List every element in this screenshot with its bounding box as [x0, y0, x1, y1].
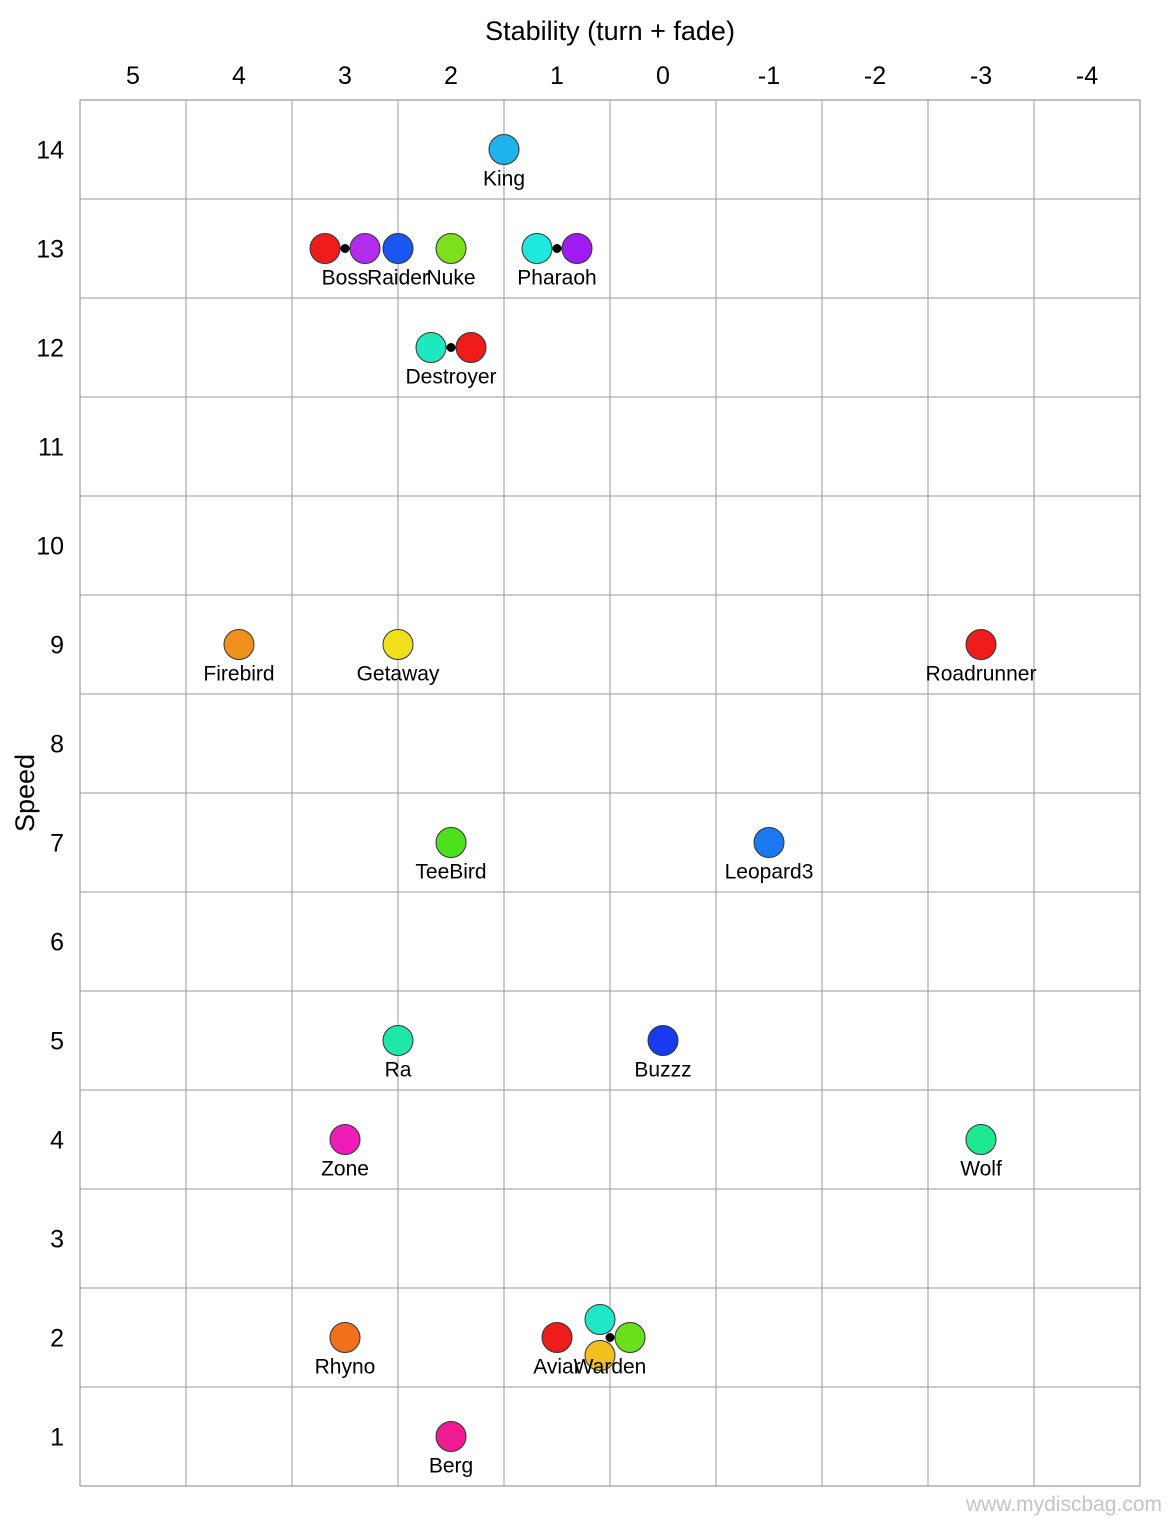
x-tick-label: -1: [758, 62, 780, 90]
point-buzzz: Buzzz: [634, 1025, 692, 1082]
point-marker: [329, 1322, 361, 1353]
point-label: Roadrunner: [926, 663, 1037, 686]
point-marker: [584, 1304, 616, 1335]
point-marker: [584, 1340, 616, 1371]
point-label: Zone: [321, 1158, 369, 1181]
point-marker: [647, 1025, 679, 1056]
x-tick-label: 4: [232, 62, 246, 90]
x-tick-label: -2: [864, 62, 886, 90]
point-firebird: Firebird: [203, 629, 275, 686]
point-marker: [435, 233, 467, 264]
point-ra: Ra: [382, 1025, 414, 1082]
point-marker: [455, 332, 487, 363]
plot-frame: [79, 99, 1141, 1487]
grid: [79, 99, 1141, 1487]
point-marker: [435, 1421, 467, 1452]
x-tick-label: -3: [970, 62, 992, 90]
point-marker: [521, 233, 553, 264]
point-marker: [435, 827, 467, 858]
point-label: Firebird: [203, 663, 274, 686]
point-connector: [340, 244, 350, 253]
point-label: Getaway: [357, 663, 440, 686]
point-destroyer: Destroyer: [405, 332, 497, 389]
point-boss: Boss: [309, 233, 381, 290]
point-marker: [382, 629, 414, 660]
point-label: Ra: [385, 1059, 412, 1082]
x-tick-label: 0: [656, 62, 670, 90]
point-label: Warden: [574, 1356, 647, 1379]
point-marker: [223, 629, 255, 660]
y-axis-label: Speed: [10, 754, 40, 832]
y-tick-label: 10: [36, 533, 64, 561]
point-marker: [541, 1322, 573, 1353]
point-rhyno: Rhyno: [315, 1322, 376, 1379]
x-axis-ticks: 5 4 3 2 1 0 -1 -2 -3 -4: [126, 62, 1098, 90]
point-marker: [965, 629, 997, 660]
point-leopard3: Leopard3: [725, 827, 814, 884]
y-tick-label: 1: [50, 1424, 64, 1452]
point-label: Boss: [322, 267, 369, 290]
point-teebird: TeeBird: [415, 827, 487, 884]
point-label: Pharaoh: [517, 267, 596, 290]
y-tick-label: 11: [38, 434, 64, 462]
point-getaway: Getaway: [357, 629, 440, 686]
point-label: Leopard3: [725, 861, 814, 884]
point-label: Rhyno: [315, 1356, 376, 1379]
x-tick-label: 1: [550, 62, 564, 90]
point-label: Aviar: [533, 1356, 580, 1379]
point-zone: Zone: [321, 1124, 369, 1181]
point-label: Destroyer: [405, 366, 496, 389]
y-tick-label: 7: [50, 830, 64, 858]
y-tick-label: 14: [36, 137, 64, 165]
point-marker: [614, 1322, 646, 1353]
y-tick-label: 2: [50, 1325, 64, 1353]
y-tick-label: 12: [36, 335, 64, 363]
point-marker: [309, 233, 341, 264]
point-label: Buzzz: [634, 1059, 691, 1082]
point-berg: Berg: [429, 1421, 473, 1478]
point-label: Wolf: [960, 1158, 1002, 1181]
point-label: King: [483, 168, 525, 191]
point-label: TeeBird: [415, 861, 486, 884]
point-marker: [349, 233, 381, 264]
point-marker: [561, 233, 593, 264]
point-connector: [552, 244, 562, 253]
point-aviar: Aviar: [533, 1322, 581, 1379]
y-tick-label: 9: [50, 632, 64, 660]
point-marker: [382, 1025, 414, 1056]
x-tick-label: 5: [126, 62, 140, 90]
x-tick-label: -4: [1076, 62, 1098, 90]
point-king: King: [483, 134, 525, 191]
point-marker: [753, 827, 785, 858]
x-axis-label: Stability (turn + fade): [485, 16, 735, 46]
y-tick-label: 8: [50, 731, 64, 759]
point-marker: [965, 1124, 997, 1155]
watermark: www.mydiscbag.com: [965, 1493, 1162, 1516]
point-marker: [382, 233, 414, 264]
point-pharaoh: Pharaoh: [517, 233, 597, 290]
point-label: Berg: [429, 1455, 473, 1478]
point-warden: Warden: [574, 1304, 647, 1379]
x-tick-label: 3: [338, 62, 352, 90]
point-marker: [329, 1124, 361, 1155]
point-roadrunner: Roadrunner: [926, 629, 1037, 686]
point-raider: Raider: [367, 233, 429, 290]
point-connector: [446, 343, 456, 352]
y-tick-label: 3: [50, 1226, 64, 1254]
point-marker: [415, 332, 447, 363]
point-label: Raider: [367, 267, 429, 290]
y-tick-label: 4: [50, 1127, 64, 1155]
point-connector: [605, 1333, 615, 1342]
point-nuke: Nuke: [426, 233, 476, 290]
point-label: Nuke: [426, 267, 475, 290]
y-tick-label: 5: [50, 1028, 64, 1056]
y-tick-label: 13: [36, 236, 64, 264]
x-tick-label: 2: [444, 62, 458, 90]
point-wolf: Wolf: [960, 1124, 1002, 1181]
y-tick-label: 6: [50, 929, 64, 957]
point-marker: [488, 134, 520, 165]
